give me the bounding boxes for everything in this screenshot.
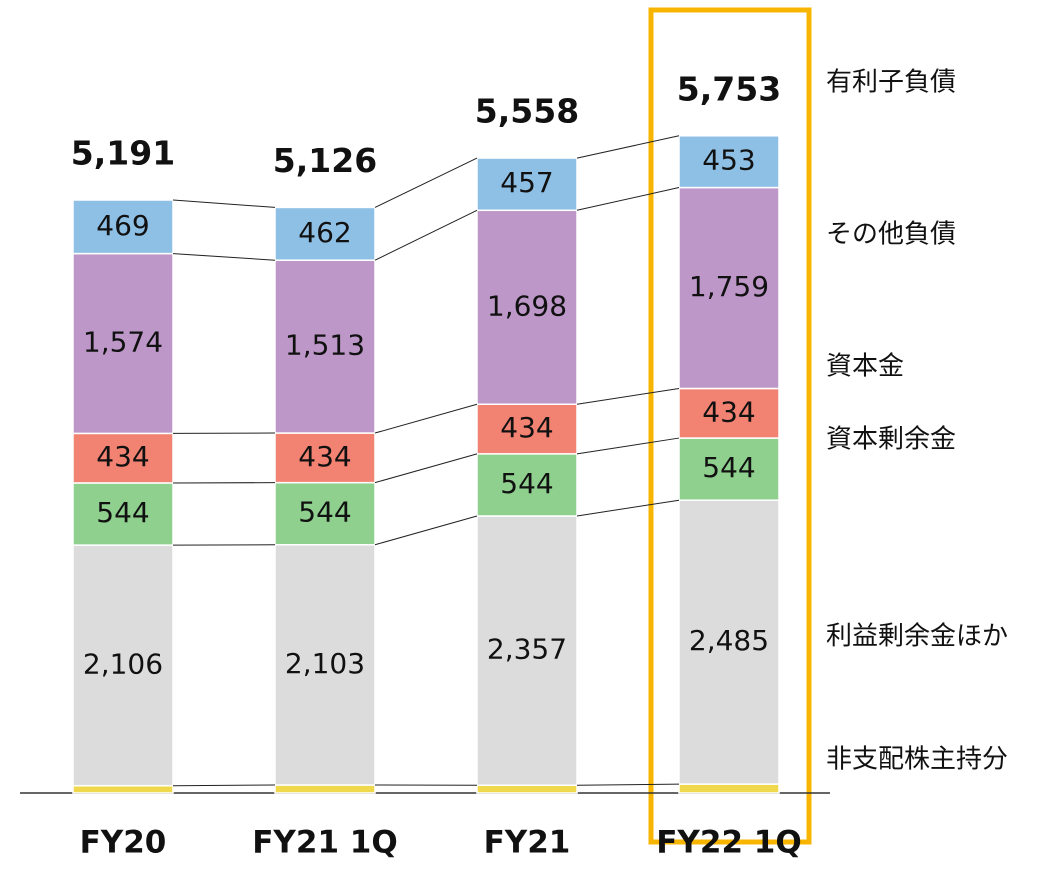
- bar-segment: [274, 206, 376, 261]
- bar-segment: [476, 784, 578, 794]
- bar-segment: [678, 499, 780, 785]
- value-label: 1,759: [689, 270, 769, 303]
- legend-label: 非支配株主持分: [826, 745, 1008, 775]
- connector: [172, 253, 276, 261]
- legend-label: 資本剰余金: [826, 425, 956, 455]
- connector: [576, 387, 680, 405]
- value-label: 1,574: [83, 325, 163, 358]
- connector: [374, 209, 478, 261]
- category-label: FY21: [484, 825, 571, 861]
- bar-segment: [476, 515, 578, 786]
- connector: [576, 499, 680, 517]
- connector: [374, 157, 478, 208]
- connector: [576, 135, 680, 159]
- category-label: FY22 1Q: [656, 825, 801, 861]
- connector: [576, 437, 680, 455]
- bar-segment: [678, 783, 780, 794]
- value-label: 462: [298, 216, 351, 249]
- legend-label: 資本金: [826, 352, 904, 382]
- value-label: 544: [96, 496, 149, 529]
- total-label: 5,126: [273, 141, 377, 180]
- value-label: 434: [702, 395, 755, 428]
- value-label: 2,485: [689, 624, 769, 657]
- legend-label: その他負債: [826, 220, 956, 250]
- connector: [374, 403, 478, 434]
- value-label: 453: [702, 144, 755, 177]
- value-label: 2,103: [285, 647, 365, 680]
- connector: [576, 187, 680, 211]
- bar-segment: [476, 403, 578, 455]
- value-label: 434: [298, 440, 351, 473]
- value-label: 434: [96, 440, 149, 473]
- legend-label: 利益剰余金ほか: [826, 622, 1008, 652]
- total-label: 5,753: [677, 69, 781, 108]
- value-label: 544: [702, 451, 755, 484]
- total-label: 5,191: [71, 134, 175, 173]
- value-label: 2,106: [83, 647, 163, 680]
- bar-segment: [72, 432, 174, 484]
- value-label: 457: [500, 166, 553, 199]
- connector: [374, 453, 478, 484]
- connector: [172, 199, 276, 208]
- bar-segment: [72, 784, 174, 794]
- highlight-box: [648, 7, 812, 845]
- value-label: 544: [500, 467, 553, 500]
- bar-segment: [274, 481, 376, 546]
- bar-segment: [274, 784, 376, 794]
- bar-segment: [72, 252, 174, 435]
- connector: [374, 515, 478, 546]
- bar-segment: [72, 544, 174, 787]
- total-label: 5,558: [475, 92, 579, 131]
- connector: [576, 783, 680, 786]
- category-label: FY20: [80, 825, 167, 861]
- bar-segment: [274, 432, 376, 484]
- bar-segment: [476, 157, 578, 212]
- value-label: 2,357: [487, 633, 567, 666]
- value-label: 434: [500, 411, 553, 444]
- bar-segment: [72, 199, 174, 255]
- value-label: 1,513: [285, 329, 365, 362]
- bar-segment: [476, 453, 578, 517]
- bar-segment: [274, 544, 376, 786]
- value-label: 1,698: [487, 289, 567, 322]
- bar-segment: [678, 135, 780, 189]
- bar-segment: [678, 186, 780, 390]
- connector: [172, 784, 276, 787]
- value-label: 469: [96, 209, 149, 242]
- category-label: FY21 1Q: [252, 825, 397, 861]
- bar-segment: [476, 209, 578, 406]
- value-label: 544: [298, 496, 351, 529]
- legend-label: 有利子負債: [826, 68, 956, 98]
